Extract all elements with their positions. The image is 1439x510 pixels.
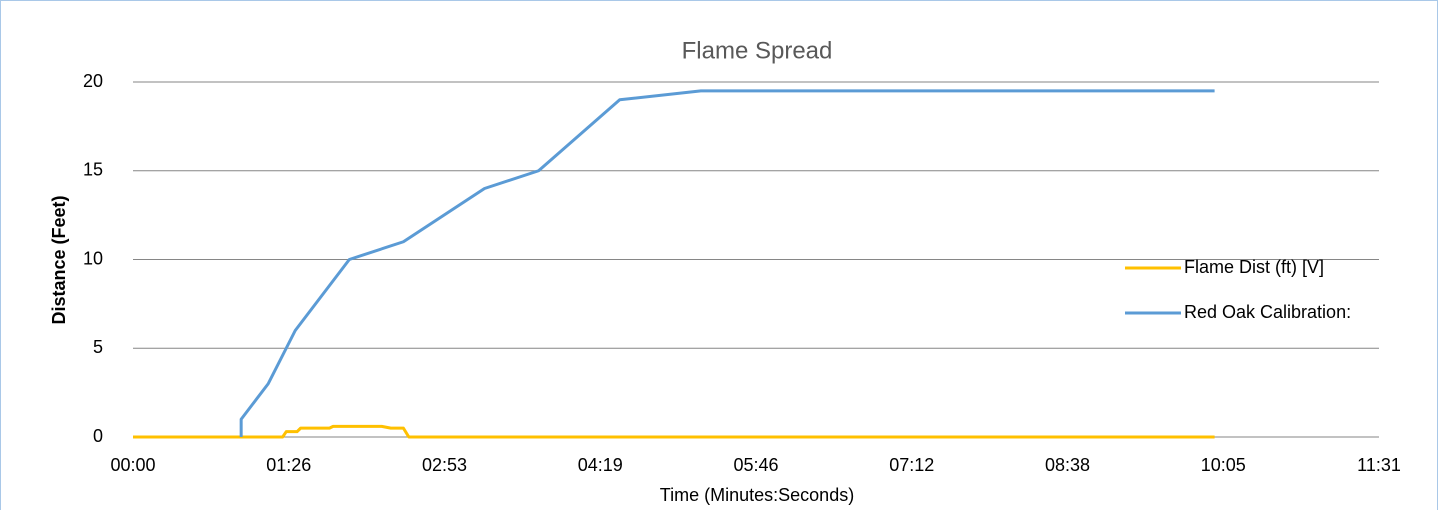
y-axis-label: Distance (Feet): [49, 195, 69, 324]
y-tick-label: 5: [93, 337, 103, 357]
x-axis-label: Time (Minutes:Seconds): [660, 485, 854, 505]
y-tick-label: 20: [83, 71, 103, 91]
x-tick-label: 11:31: [1357, 455, 1401, 475]
y-tick-label: 15: [83, 160, 103, 180]
y-tick-label: 10: [83, 248, 103, 268]
series-line: [239, 89, 1215, 437]
x-tick-label: 10:05: [1201, 455, 1246, 475]
x-tick-label: 08:38: [1045, 455, 1090, 475]
y-tick-label: 0: [93, 426, 103, 446]
chart-title: Flame Spread: [682, 37, 833, 64]
x-tick-label: 02:53: [422, 455, 467, 475]
x-tick-label: 04:19: [578, 455, 623, 475]
series-line: [133, 424, 1215, 439]
x-tick-label: 05:46: [733, 455, 778, 475]
legend-label: Flame Dist (ft) [V]: [1184, 257, 1324, 277]
x-tick-label: 07:12: [889, 455, 934, 475]
x-tick-label: 00:00: [110, 455, 155, 475]
x-tick-label: 01:26: [266, 455, 311, 475]
legend-label: Red Oak Calibration:: [1184, 302, 1351, 322]
